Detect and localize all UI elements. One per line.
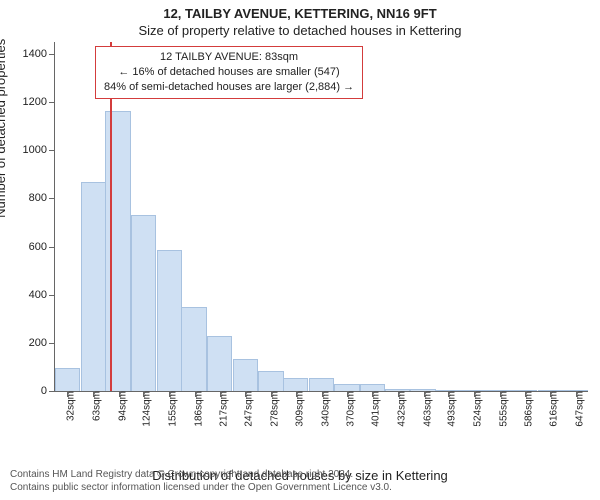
histogram-bar bbox=[81, 182, 106, 391]
histogram-bar bbox=[309, 378, 334, 391]
x-tick-label: 370sqm bbox=[337, 391, 356, 427]
histogram-bar bbox=[360, 384, 385, 391]
histogram-bar bbox=[334, 384, 359, 391]
footer-attribution: Contains HM Land Registry data © Crown c… bbox=[10, 468, 392, 494]
y-tick-label: 1400 bbox=[23, 48, 55, 60]
histogram-bar bbox=[258, 371, 283, 391]
y-tick-label: 0 bbox=[41, 385, 55, 397]
legend-line-2: ← 16% of detached houses are smaller (54… bbox=[104, 65, 354, 80]
x-tick-label: 186sqm bbox=[185, 391, 204, 427]
x-tick-label: 616sqm bbox=[540, 391, 559, 427]
histogram-bar bbox=[55, 368, 80, 391]
x-tick-label: 278sqm bbox=[261, 391, 280, 427]
histogram-bar bbox=[283, 378, 308, 391]
x-tick-label: 463sqm bbox=[414, 391, 433, 427]
y-tick-label: 1000 bbox=[23, 144, 55, 156]
x-tick-label: 401sqm bbox=[363, 391, 382, 427]
y-tick-label: 800 bbox=[29, 192, 55, 204]
x-tick-label: 32sqm bbox=[58, 391, 77, 421]
x-tick-label: 524sqm bbox=[464, 391, 483, 427]
chart-title-sub: Size of property relative to detached ho… bbox=[0, 21, 600, 42]
x-tick-label: 94sqm bbox=[109, 391, 128, 421]
histogram-bar bbox=[157, 250, 182, 391]
histogram-bar bbox=[131, 215, 156, 391]
histogram-bar bbox=[410, 389, 435, 391]
x-tick-label: 647sqm bbox=[566, 391, 585, 427]
x-tick-label: 124sqm bbox=[134, 391, 153, 427]
histogram-bar bbox=[233, 359, 258, 391]
x-tick-label: 340sqm bbox=[312, 391, 331, 427]
legend-line-3: 84% of semi-detached houses are larger (… bbox=[104, 80, 354, 95]
x-tick-label: 217sqm bbox=[211, 391, 230, 427]
x-tick-label: 555sqm bbox=[490, 391, 509, 427]
y-tick-label: 600 bbox=[29, 241, 55, 253]
x-tick-label: 247sqm bbox=[236, 391, 255, 427]
plot-area: 12 TAILBY AVENUE: 83sqm ← 16% of detache… bbox=[54, 42, 588, 392]
histogram-bar bbox=[385, 389, 410, 391]
marker-legend: 12 TAILBY AVENUE: 83sqm ← 16% of detache… bbox=[95, 46, 363, 99]
y-axis-title: Number of detached properties bbox=[0, 39, 8, 218]
histogram-bar bbox=[461, 390, 486, 391]
y-tick-label: 1200 bbox=[23, 96, 55, 108]
histogram-bar bbox=[486, 390, 511, 391]
x-tick-label: 155sqm bbox=[160, 391, 179, 427]
x-tick-label: 586sqm bbox=[516, 391, 535, 427]
footer-line-1: Contains HM Land Registry data © Crown c… bbox=[10, 468, 392, 481]
x-tick-label: 493sqm bbox=[439, 391, 458, 427]
x-tick-label: 309sqm bbox=[287, 391, 306, 427]
histogram-bar bbox=[538, 390, 563, 391]
histogram-bar bbox=[512, 390, 537, 391]
x-tick-label: 63sqm bbox=[84, 391, 103, 421]
footer-line-2: Contains public sector information licen… bbox=[10, 481, 392, 494]
chart-container: 12 TAILBY AVENUE: 83sqm ← 16% of detache… bbox=[54, 42, 588, 422]
legend-line-1: 12 TAILBY AVENUE: 83sqm bbox=[104, 50, 354, 65]
chart-title-main: 12, TAILBY AVENUE, KETTERING, NN16 9FT bbox=[0, 0, 600, 21]
x-tick-label: 432sqm bbox=[388, 391, 407, 427]
y-tick-label: 200 bbox=[29, 337, 55, 349]
histogram-bar bbox=[436, 390, 461, 391]
y-tick-label: 400 bbox=[29, 289, 55, 301]
histogram-bar bbox=[562, 390, 587, 391]
histogram-bar bbox=[207, 336, 232, 391]
histogram-bar bbox=[181, 307, 206, 391]
